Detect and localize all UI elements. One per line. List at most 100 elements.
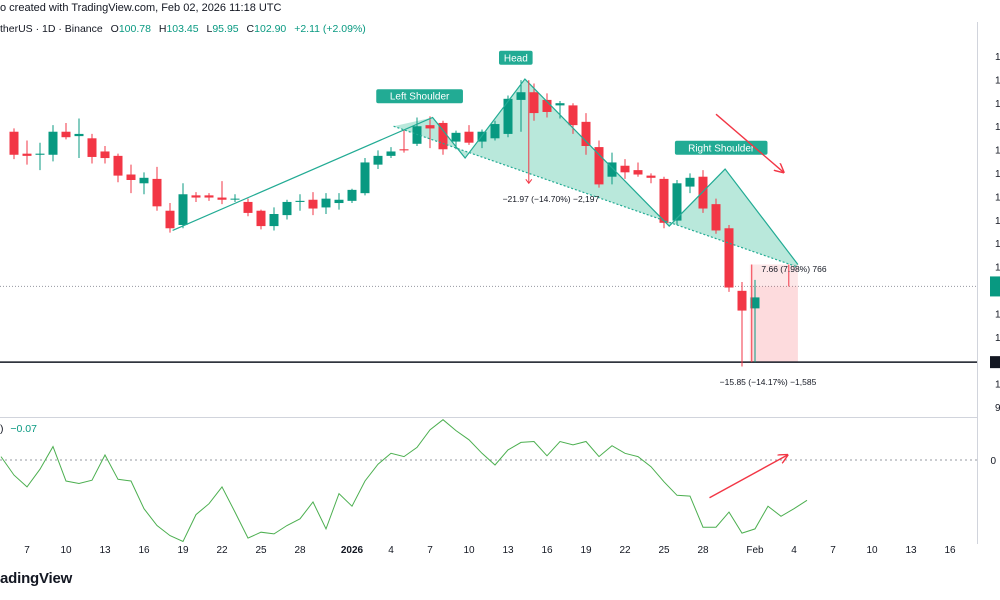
- close-value: 102.90: [254, 23, 287, 35]
- candle: [685, 173, 695, 194]
- indicator-arrow: [709, 455, 788, 499]
- right-shoulder-label-text: Right Shoulder: [688, 143, 755, 154]
- candle-body: [256, 210, 266, 227]
- pattern-zigzag: [172, 78, 799, 265]
- candle-body: [542, 99, 552, 112]
- candle: [438, 120, 448, 155]
- x-tick-label: 16: [541, 545, 553, 556]
- low-label: L: [206, 23, 213, 35]
- price-tick-label: 1: [995, 380, 1000, 391]
- candle: [724, 224, 734, 292]
- candle: [386, 147, 396, 159]
- current-price-tag: [990, 276, 1000, 297]
- price-tick-label: 1: [995, 333, 1000, 344]
- candle-body: [373, 155, 383, 165]
- x-tick-label: 10: [866, 545, 878, 556]
- candle-body: [321, 198, 331, 208]
- candle-body: [139, 177, 149, 184]
- candle: [9, 128, 19, 160]
- candle-body: [35, 153, 45, 155]
- candle: [295, 194, 305, 211]
- x-tick-label: 4: [388, 545, 394, 556]
- candle-body: [555, 103, 565, 106]
- indicator-left-text[interactable]: ): [0, 423, 4, 435]
- candle-body: [503, 98, 513, 134]
- candle-body: [334, 199, 344, 204]
- candle: [321, 193, 331, 215]
- candle-body: [61, 131, 71, 138]
- candle-body: [516, 92, 526, 100]
- symbol-label[interactable]: therUS · 1D · Binance: [0, 23, 103, 35]
- candle: [165, 203, 175, 233]
- open-value: 100.78: [118, 23, 151, 35]
- candle-body: [100, 151, 110, 159]
- right-shoulder-label: Right Shoulder: [674, 140, 768, 155]
- candle-body: [9, 131, 19, 155]
- head-label-text: Head: [504, 53, 528, 64]
- candle-body: [399, 149, 409, 151]
- price-tick-label: 1: [995, 216, 1000, 227]
- right-shoulder-label-bg: [674, 140, 768, 155]
- x-tick-label: 13: [99, 545, 111, 556]
- left-shoulder-label-bg: [376, 89, 463, 104]
- open-label: O: [110, 23, 119, 35]
- price-tick-label: 1: [995, 169, 1000, 180]
- candle: [711, 198, 721, 234]
- candle-body: [594, 147, 604, 185]
- x-tick-label: 19: [177, 545, 189, 556]
- candle: [594, 140, 604, 188]
- candle: [633, 162, 643, 177]
- candle: [87, 133, 97, 164]
- price-tick-label: 9: [995, 403, 1000, 414]
- candle-body: [113, 155, 123, 176]
- price-tick-label: 1: [995, 263, 1000, 274]
- candle: [646, 173, 656, 184]
- candle: [542, 93, 552, 118]
- x-tick-label: 28: [697, 545, 709, 556]
- price-tick-label: 1: [995, 52, 1000, 63]
- candle-body: [48, 131, 58, 155]
- price-tick-label: 1: [995, 99, 1000, 110]
- candle-body: [737, 290, 747, 311]
- candle: [659, 176, 669, 229]
- candle-body: [295, 200, 305, 202]
- trend-arrow: [715, 113, 784, 172]
- x-tick-label: 22: [216, 545, 228, 556]
- x-tick-label: 25: [658, 545, 670, 556]
- candle: [399, 129, 409, 153]
- tradingview-brand: adingView: [0, 570, 73, 587]
- support-price-tag: [990, 356, 1000, 369]
- x-tick-label: 4: [791, 545, 797, 556]
- candle-body: [178, 194, 188, 225]
- x-tick-label: 22: [619, 545, 631, 556]
- candle: [22, 140, 32, 165]
- candle-body: [282, 201, 292, 216]
- candle-body: [750, 297, 760, 309]
- price-axis-border: [977, 22, 978, 544]
- candle: [464, 125, 474, 145]
- x-tick-label: 16: [138, 545, 150, 556]
- candle: [737, 282, 747, 367]
- candle-body: [607, 162, 617, 177]
- candle: [113, 153, 123, 183]
- candle: [347, 188, 357, 204]
- pane-separator[interactable]: [0, 417, 977, 418]
- candle-body: [22, 153, 32, 156]
- candle-body: [451, 132, 461, 142]
- candle-body: [165, 210, 175, 229]
- candle: [425, 116, 435, 149]
- measure-box-upper: [749, 264, 798, 287]
- candle-body: [425, 125, 435, 129]
- x-tick-label: 7: [24, 545, 30, 556]
- ohlc-legend: therUS · 1D · Binance O100.78 H103.45 L9…: [0, 23, 366, 35]
- candle-body: [386, 151, 396, 156]
- candle-body: [620, 165, 630, 173]
- candle: [139, 172, 149, 195]
- price-tick-label: 1: [995, 146, 1000, 157]
- candle: [48, 125, 58, 162]
- candle: [204, 193, 214, 201]
- candle-body: [126, 174, 136, 180]
- x-tick-label: 10: [60, 545, 72, 556]
- candle-body: [152, 178, 162, 207]
